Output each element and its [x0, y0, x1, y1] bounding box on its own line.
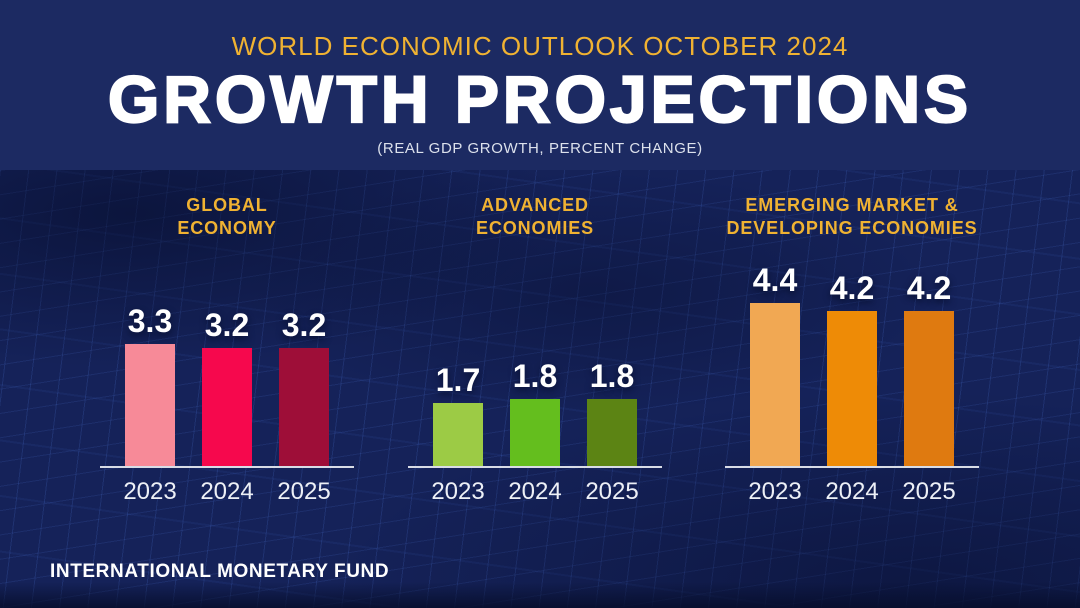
bar-value-label: 1.8 — [512, 358, 558, 394]
year-label: 2025 — [585, 478, 639, 505]
bar-value-label: 3.2 — [204, 307, 250, 343]
bar-column-2024: 1.8 — [510, 360, 560, 466]
bar-2024 — [202, 348, 252, 466]
bar-2024 — [510, 399, 560, 466]
bars-row: 4.4 4.2 4.2 — [725, 264, 979, 466]
chart-title-line: EMERGING MARKET & — [745, 195, 959, 215]
bars-row: 1.7 1.8 1.8 — [408, 296, 662, 466]
bar-value-label: 3.2 — [281, 307, 327, 343]
chart-title-line: ECONOMY — [177, 218, 277, 238]
bar-2025 — [587, 399, 637, 466]
imf-wordmark: INTERNATIONAL MONETARY FUND — [50, 561, 390, 582]
year-label: 2024 — [825, 478, 879, 505]
page-subtitle: (REAL GDP GROWTH, PERCENT CHANGE) — [377, 140, 703, 157]
bar-column-2024: 3.2 — [202, 309, 252, 466]
chart-group-global-economy: GLOBAL ECONOMY 3.3 3.2 3.2 2023 2024 2025 — [70, 194, 384, 505]
bar-column-2025: 4.2 — [904, 272, 954, 466]
chart-group-emerging-developing: EMERGING MARKET & DEVELOPING ECONOMIES 4… — [690, 194, 1014, 505]
bars-row: 3.3 3.2 3.2 — [100, 296, 354, 466]
wireframe-mesh-background — [0, 170, 1080, 608]
chart-title-line: DEVELOPING ECONOMIES — [726, 218, 978, 238]
axis-baseline — [100, 466, 354, 468]
bar-value-label: 4.4 — [752, 262, 798, 298]
bar-column-2023: 3.3 — [125, 305, 175, 466]
year-label: 2025 — [277, 478, 331, 505]
year-label: 2024 — [508, 478, 562, 505]
bar-column-2024: 4.2 — [827, 272, 877, 466]
chart-title-line: ADVANCED — [481, 195, 589, 215]
bar-2023 — [433, 403, 483, 466]
bar-column-2023: 4.4 — [750, 264, 800, 466]
year-label: 2023 — [748, 478, 802, 505]
chart-title-line: GLOBAL — [186, 195, 268, 215]
year-labels-row: 2023 2024 2025 — [100, 478, 354, 506]
bar-2023 — [125, 344, 175, 466]
chart-title-advanced-economies: ADVANCED ECONOMIES — [378, 194, 692, 240]
bar-2023 — [750, 303, 800, 466]
chart-title-global-economy: GLOBAL ECONOMY — [70, 194, 384, 240]
bar-value-label: 4.2 — [829, 270, 875, 306]
year-labels-row: 2023 2024 2025 — [408, 478, 662, 506]
report-kicker: WORLD ECONOMIC OUTLOOK OCTOBER 2024 — [231, 31, 849, 61]
chart-group-advanced-economies: ADVANCED ECONOMIES 1.7 1.8 1.8 2023 2024 2025 — [378, 194, 692, 505]
year-label: 2024 — [200, 478, 254, 505]
axis-baseline — [408, 466, 662, 468]
bar-2025 — [279, 348, 329, 466]
bar-column-2025: 1.8 — [587, 360, 637, 466]
bar-2024 — [827, 311, 877, 466]
bar-value-label: 1.7 — [435, 362, 481, 398]
chart-title-line: ECONOMIES — [475, 218, 595, 238]
bar-value-label: 1.8 — [589, 358, 635, 394]
axis-baseline — [725, 466, 979, 468]
bar-column-2025: 3.2 — [279, 309, 329, 466]
chart-title-emerging-developing: EMERGING MARKET & DEVELOPING ECONOMIES — [690, 194, 1014, 240]
year-label: 2025 — [902, 478, 956, 505]
bar-column-2023: 1.7 — [433, 364, 483, 466]
page-title: GROWTH PROJECTIONS — [107, 62, 973, 136]
year-label: 2023 — [123, 478, 177, 505]
bar-2025 — [904, 311, 954, 466]
bar-value-label: 3.3 — [127, 303, 173, 339]
year-labels-row: 2023 2024 2025 — [725, 478, 979, 506]
header: WORLD ECONOMIC OUTLOOK OCTOBER 2024 GROW… — [0, 0, 1080, 157]
year-label: 2023 — [431, 478, 485, 505]
bar-value-label: 4.2 — [906, 270, 952, 306]
